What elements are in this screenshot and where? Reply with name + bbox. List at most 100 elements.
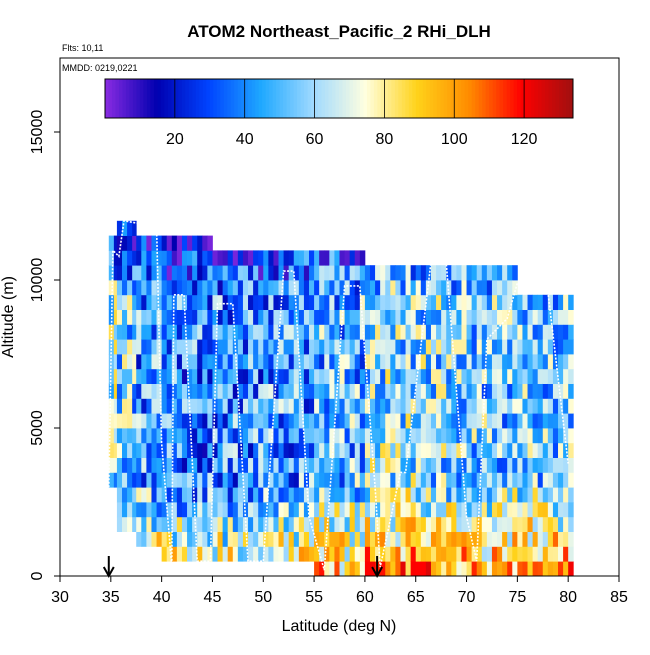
heatmap-cell [359,354,366,370]
heatmap-cell [176,368,183,384]
heatmap-cell [369,428,376,444]
heatmap-cell [354,309,361,325]
heatmap-cell [273,487,279,503]
heatmap-cell [278,413,284,429]
heatmap-cell [151,368,157,384]
heatmap-cell [324,487,330,503]
heatmap-cell [471,531,478,547]
heatmap-cell [461,561,467,577]
heatmap-cell [334,339,340,355]
heatmap-cell [268,398,274,414]
heatmap-cell [303,472,310,488]
heatmap-cell [410,265,417,281]
heatmap-cell [430,502,437,518]
heatmap-cell [369,265,376,281]
colorbar-cell [419,79,424,118]
heatmap-cell [283,442,290,458]
heatmap-cell [517,413,523,429]
heatmap-cell [132,235,137,251]
heatmap-cell [385,457,391,473]
heatmap-cell [481,502,488,518]
colorbar-cell [311,79,316,118]
heatmap-cell [116,280,123,296]
heatmap-cell [375,546,381,562]
heatmap-cell [334,265,340,281]
heatmap-cell [314,502,320,518]
heatmap-cell [390,398,396,414]
heatmap-cell [108,472,115,488]
heatmap-cell [268,516,274,532]
heatmap-cell [527,368,534,384]
heatmap-cell [420,398,427,414]
heatmap-cell [263,309,269,325]
heatmap-cell [202,398,208,414]
heatmap-cell [207,428,213,444]
heatmap-cell [375,457,381,473]
heatmap-cell [532,383,539,399]
heatmap-cell [395,561,401,577]
heatmap-cell [441,531,447,547]
heatmap-cell [451,487,457,503]
heatmap-cell [197,516,203,532]
heatmap-cell [273,398,279,414]
heatmap-cell [349,502,356,518]
heatmap-cell [122,294,128,310]
heatmap-cell [237,457,244,473]
heatmap-cell [268,472,274,488]
heatmap-cell [227,309,234,325]
colorbar-cell [510,79,515,118]
heatmap-cell [497,294,503,310]
heatmap-cell [466,265,473,281]
heatmap-cell [446,561,452,577]
heatmap-cell [461,531,467,547]
heatmap-cell [258,546,264,562]
heatmap-cell [288,546,295,562]
heatmap-cell [187,250,193,266]
heatmap-cell [430,309,437,325]
heatmap-cell [202,516,208,532]
heatmap-cell [253,265,259,281]
heatmap-cell [288,487,295,503]
heatmap-cell [354,472,361,488]
heatmap-cell [527,531,534,547]
heatmap-cell [507,265,513,281]
heatmap-cell [446,354,452,370]
heatmap-cell [456,265,462,281]
heatmap-cell [507,324,513,340]
heatmap-cell [430,546,437,562]
heatmap-cell [369,413,376,429]
heatmap-cell [116,428,123,444]
heatmap-cell [497,531,503,547]
heatmap-cell [558,442,564,458]
heatmap-cell [248,398,254,414]
heatmap-cell [278,546,284,562]
heatmap-cell [507,531,513,547]
heatmap-cell [187,294,193,310]
heatmap-cell [263,250,269,266]
heatmap-cell [293,354,300,370]
heatmap-cell [288,354,295,370]
heatmap-cell [466,398,473,414]
heatmap-cell [146,457,152,473]
heatmap-cell [171,265,178,281]
heatmap-cell [547,502,554,518]
heatmap-cell [122,220,128,236]
heatmap-cell [339,265,345,281]
colorbar-cell [220,79,225,118]
heatmap-cell [298,487,305,503]
heatmap-cell [395,516,401,532]
heatmap-cell [293,442,300,458]
heatmap-cell [425,516,432,532]
heatmap-cell [339,324,345,340]
heatmap-cell [522,561,528,577]
heatmap-cell [298,428,305,444]
heatmap-cell [527,339,534,355]
heatmap-cell [395,442,401,458]
heatmap-cell [390,280,396,296]
heatmap-cell [248,531,254,547]
colorbar-cell [314,79,319,118]
heatmap-cell [314,546,320,562]
heatmap-cell [542,487,549,503]
heatmap-cell [451,398,457,414]
heatmap-cell [359,368,366,384]
